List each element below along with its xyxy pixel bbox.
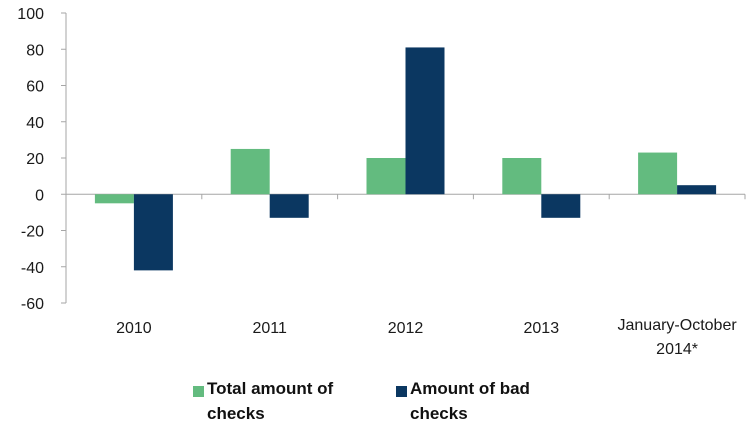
- legend-swatch-total-checks: [193, 386, 204, 397]
- x-category-label: 2011: [252, 320, 287, 337]
- legend-item-bad-checks: Amount of bad checks: [396, 376, 530, 424]
- y-tick-label: -60: [21, 296, 44, 313]
- bar-bad-checks-3: [405, 47, 445, 195]
- legend-label-total-checks-line1: Total amount of: [207, 379, 334, 398]
- legend-label-total-checks: Total amount of checks: [207, 376, 333, 426]
- bar-bad-checks-5: [677, 185, 717, 195]
- y-tick-label: -20: [21, 224, 44, 241]
- y-tick-label: 60: [26, 79, 44, 96]
- y-tick-label: -40: [21, 260, 44, 277]
- legend-label-bad-checks-line2: checks: [410, 404, 468, 423]
- bar-total-checks-3: [366, 158, 406, 195]
- legend-label-total-checks-line2: checks: [207, 404, 265, 423]
- y-tick-label: 20: [26, 151, 44, 168]
- x-category-labels: 2010 2011 2012 2013 January-October 2014*: [116, 317, 737, 358]
- legend-item-total-checks: Total amount of checks: [193, 376, 333, 424]
- legend-swatch-bad-checks: [396, 386, 407, 397]
- bar-bad-checks-2: [269, 194, 309, 218]
- y-tick-label: 80: [26, 42, 44, 59]
- y-tick-labels: 100 80 60 40 20 0 -20 -40 -60: [17, 6, 44, 313]
- x-category-label: 2012: [388, 320, 424, 337]
- x-category-label: 2010: [116, 320, 152, 337]
- x-category-label: 2013: [524, 320, 560, 337]
- chart-bars: [94, 47, 717, 271]
- bar-total-checks-2: [230, 148, 270, 195]
- legend-label-bad-checks: Amount of bad checks: [410, 376, 530, 426]
- y-tick-label: 100: [17, 6, 44, 23]
- legend-label-bad-checks-line1: Amount of bad: [410, 379, 530, 398]
- y-tick-label: 40: [26, 115, 44, 132]
- bar-total-checks-4: [502, 158, 542, 195]
- bar-bad-checks-4: [541, 194, 581, 218]
- bar-bad-checks-1: [133, 194, 173, 271]
- x-category-label: January-October 2014*: [618, 317, 738, 358]
- bar-total-checks-5: [638, 152, 678, 195]
- y-tick-label: 0: [35, 187, 44, 204]
- bar-total-checks-1: [94, 194, 134, 204]
